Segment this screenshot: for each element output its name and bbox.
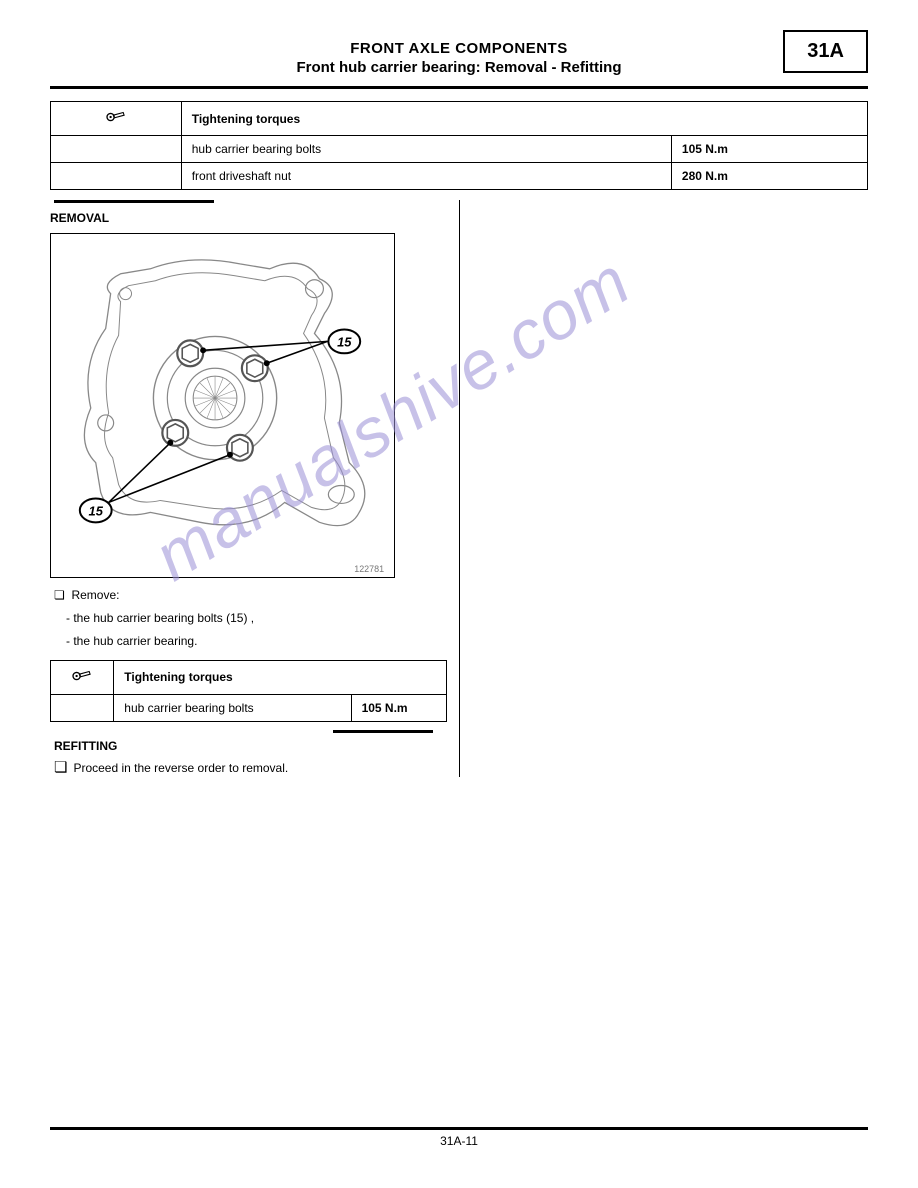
header-divider <box>50 86 868 89</box>
list-item: the hub carrier bearing bolts (15) , <box>73 611 254 625</box>
right-column <box>459 200 869 777</box>
list-item: the hub carrier bearing. <box>73 634 197 648</box>
refitting-text: Proceed in the reverse order to removal. <box>73 759 288 777</box>
svg-text:15: 15 <box>337 334 352 349</box>
page-subtitle: Front hub carrier bearing: Removal - Ref… <box>50 57 868 76</box>
table-row: hub carrier bearing bolts 105 N.m <box>51 136 868 163</box>
hub-carrier-figure: 15 15 122781 <box>50 233 395 578</box>
torque-value: 105 N.m <box>671 136 867 163</box>
torque-wrench-icon <box>71 667 93 685</box>
left-column: REMOVAL <box>50 200 459 777</box>
svg-text:15: 15 <box>89 503 104 518</box>
checkbox-icon: ❏ <box>54 759 67 777</box>
section-code: 31A <box>783 30 868 73</box>
hub-carrier-diagram: 15 15 122781 <box>51 234 394 577</box>
removal-list: ❏ Remove: - the hub carrier bearing bolt… <box>50 586 447 652</box>
torque-desc: hub carrier bearing bolts <box>114 694 351 721</box>
callout-15-top: 15 <box>328 329 360 353</box>
table-row: front driveshaft nut 280 N.m <box>51 163 868 190</box>
torque-value: 280 N.m <box>671 163 867 190</box>
section-bar <box>54 200 214 203</box>
bolt-top-left <box>177 340 203 366</box>
torque-desc: hub carrier bearing bolts <box>181 136 671 163</box>
bolt-top-right <box>242 355 268 381</box>
torque-value: 105 N.m <box>351 694 446 721</box>
table-row: hub carrier bearing bolts 105 N.m <box>51 694 447 721</box>
torque-icon-cell <box>51 102 182 136</box>
removal-heading: REMOVAL <box>50 211 447 225</box>
tightening-torques-table: Tightening torques hub carrier bearing b… <box>50 101 868 190</box>
page-title: FRONT AXLE COMPONENTS <box>50 30 868 57</box>
refitting-bar <box>333 730 433 733</box>
torque-icon-cell <box>51 660 114 694</box>
page-footer: 31A-11 <box>50 1127 868 1148</box>
inner-table-header: Tightening torques <box>114 660 446 694</box>
torque-wrench-icon <box>105 108 127 126</box>
torque-desc: front driveshaft nut <box>181 163 671 190</box>
remove-label: Remove: <box>71 588 119 602</box>
refitting-heading: REFITTING <box>50 739 437 753</box>
svg-text:122781: 122781 <box>354 564 384 574</box>
bolt-bottom-left <box>162 420 188 446</box>
torque-table-header: Tightening torques <box>181 102 867 136</box>
callout-15-bottom: 15 <box>80 498 112 522</box>
inner-tightening-table: Tightening torques hub carrier bearing b… <box>50 660 447 722</box>
